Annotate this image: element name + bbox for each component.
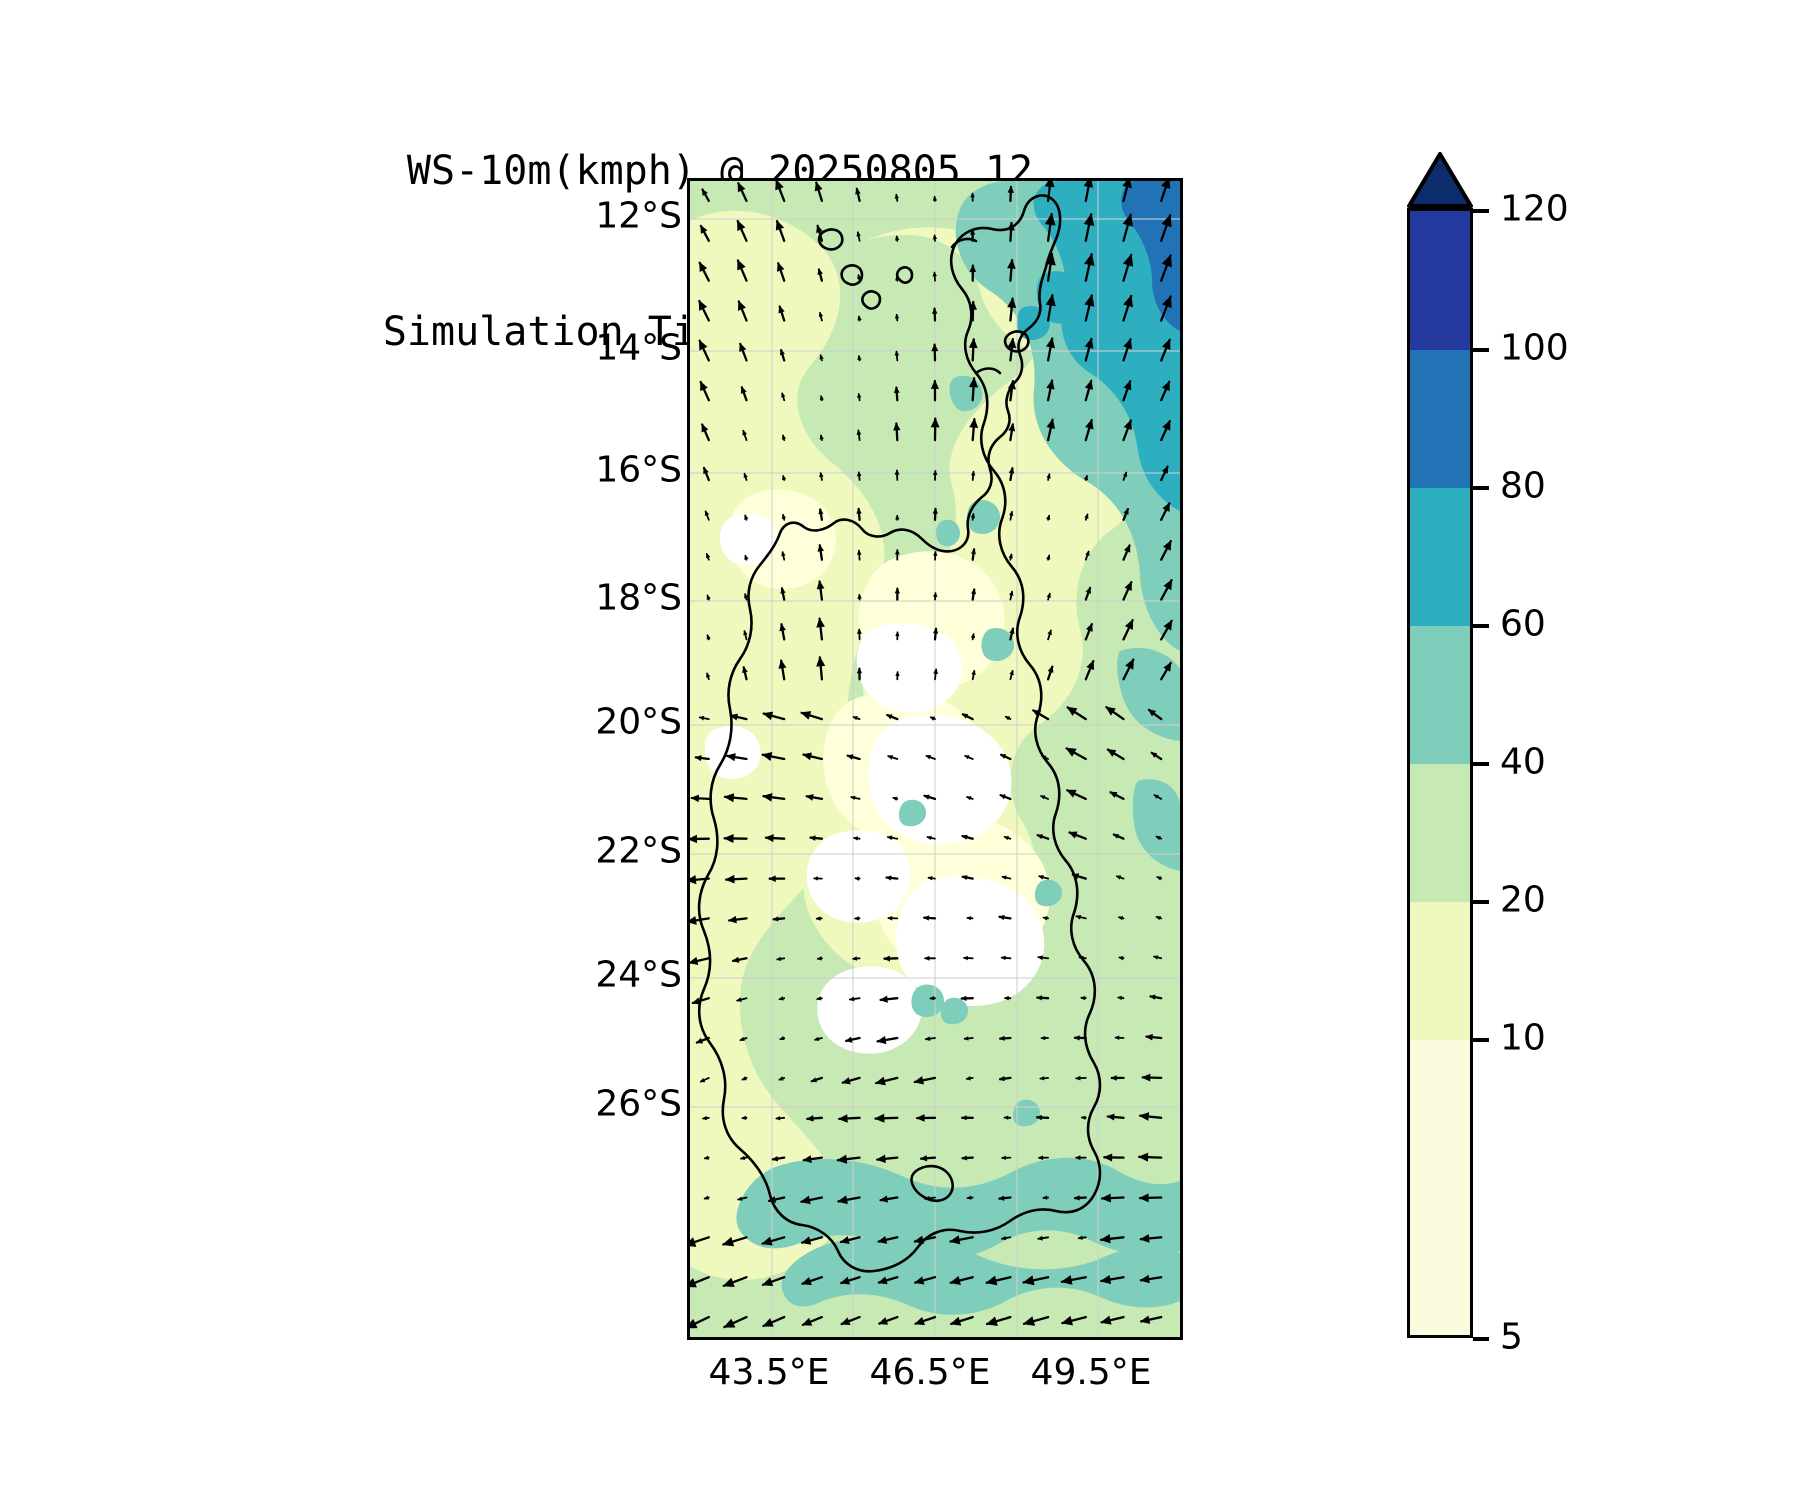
x-axis-label-49-5E: 49.5°E <box>1030 1352 1152 1393</box>
x-tick <box>935 1337 938 1340</box>
wind-speed-map <box>690 181 1180 1337</box>
y-tick <box>687 854 690 857</box>
y-axis-label-16S: 16°S <box>595 449 682 491</box>
colorbar-tick <box>1473 486 1489 490</box>
y-tick <box>687 601 690 604</box>
y-tick <box>687 725 690 728</box>
y-tick <box>687 978 690 981</box>
colorbar-label-80: 80 <box>1500 465 1546 507</box>
colorbar-label-40: 40 <box>1500 741 1546 783</box>
colorbar-label-10: 10 <box>1500 1017 1546 1059</box>
colorbar-label-20: 20 <box>1500 879 1546 921</box>
y-axis-label-14S: 14°S <box>595 327 682 369</box>
colorbar-tick <box>1473 762 1489 766</box>
colorbar-tick <box>1473 209 1489 213</box>
colorbar-label-100: 100 <box>1500 327 1569 369</box>
colorbar-extend-arrow <box>1407 152 1473 208</box>
colorbar-segment-10-20 <box>1410 902 1470 1040</box>
y-axis-label-22S: 22°S <box>595 830 682 872</box>
colorbar-segment-40-60 <box>1410 626 1470 764</box>
y-axis-label-24S: 24°S <box>595 954 682 996</box>
x-axis-label-43-5E: 43.5°E <box>708 1352 830 1393</box>
map-plot-area <box>687 178 1183 1340</box>
colorbar-label-120: 120 <box>1500 188 1569 230</box>
colorbar <box>1407 152 1473 1338</box>
colorbar-segment-80-100 <box>1410 350 1470 488</box>
colorbar-gradient <box>1407 208 1473 1338</box>
colorbar-label-60: 60 <box>1500 603 1546 645</box>
x-tick <box>772 1337 775 1340</box>
colorbar-segment-5-10 <box>1410 1040 1470 1335</box>
x-tick <box>1098 1337 1101 1340</box>
colorbar-label-5: 5 <box>1500 1316 1523 1358</box>
colorbar-segment-100-120 <box>1410 211 1470 350</box>
y-axis-label-12S: 12°S <box>595 195 682 237</box>
y-axis-label-26S: 26°S <box>595 1083 682 1125</box>
colorbar-tick <box>1473 1337 1489 1341</box>
colorbar-tick <box>1473 900 1489 904</box>
y-tick <box>687 219 690 222</box>
colorbar-tick <box>1473 1038 1489 1042</box>
colorbar-segment-20-40 <box>1410 764 1470 902</box>
y-tick <box>687 351 690 354</box>
y-axis-label-20S: 20°S <box>595 701 682 743</box>
colorbar-segment-60-80 <box>1410 488 1470 626</box>
y-tick <box>687 473 690 476</box>
y-tick <box>687 1107 690 1110</box>
colorbar-tick <box>1473 348 1489 352</box>
x-axis-label-46-5E: 46.5°E <box>869 1352 991 1393</box>
colorbar-tick <box>1473 624 1489 628</box>
y-axis-label-18S: 18°S <box>595 577 682 619</box>
